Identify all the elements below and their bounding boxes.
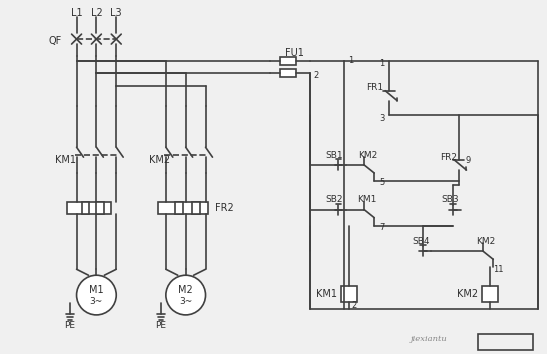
Text: KM1: KM1	[55, 155, 75, 165]
Text: KM2: KM2	[476, 237, 495, 246]
Text: KM2: KM2	[358, 151, 377, 160]
Bar	[280, 57, 296, 65]
Bar	[479, 334, 533, 350]
Text: SB3: SB3	[442, 195, 459, 204]
Bar	[67, 202, 111, 214]
Text: 2: 2	[313, 71, 318, 80]
Text: M1: M1	[89, 285, 104, 295]
Text: FR2: FR2	[216, 203, 234, 213]
Bar	[280, 69, 296, 77]
Text: M2: M2	[178, 285, 193, 295]
Text: KM2: KM2	[149, 155, 170, 165]
Text: QF: QF	[49, 36, 62, 46]
Text: 1: 1	[380, 59, 385, 68]
Text: 11: 11	[493, 265, 503, 274]
Text: FR1: FR1	[365, 83, 383, 92]
Bar	[175, 202, 183, 214]
Bar	[96, 202, 104, 214]
Text: 7: 7	[380, 223, 385, 232]
Text: 2: 2	[352, 302, 357, 310]
Text: 3: 3	[380, 114, 385, 123]
Text: PE: PE	[155, 321, 166, 330]
Text: FR2: FR2	[440, 153, 457, 162]
Text: 9: 9	[466, 156, 471, 165]
Text: KM1: KM1	[358, 195, 377, 204]
Circle shape	[77, 275, 117, 315]
Bar	[482, 286, 498, 302]
Text: PE: PE	[64, 321, 75, 330]
Bar	[341, 286, 357, 302]
Text: SB2: SB2	[326, 195, 344, 204]
Text: 5: 5	[380, 178, 385, 188]
Circle shape	[166, 275, 206, 315]
Text: jiexiantu: jiexiantu	[410, 335, 447, 343]
Text: KM2: KM2	[457, 289, 479, 299]
Text: FU1: FU1	[286, 48, 304, 58]
Text: 3~: 3~	[90, 297, 103, 306]
Bar	[191, 202, 200, 214]
Text: SB4: SB4	[412, 237, 429, 246]
Text: 3~: 3~	[179, 297, 193, 306]
Text: SB1: SB1	[325, 151, 344, 160]
Bar	[82, 202, 90, 214]
Text: L3: L3	[110, 8, 122, 18]
Bar	[158, 202, 207, 214]
Text: L1: L1	[71, 8, 83, 18]
Text: KM1: KM1	[317, 289, 337, 299]
Text: L2: L2	[90, 8, 102, 18]
Text: 1: 1	[348, 56, 353, 65]
